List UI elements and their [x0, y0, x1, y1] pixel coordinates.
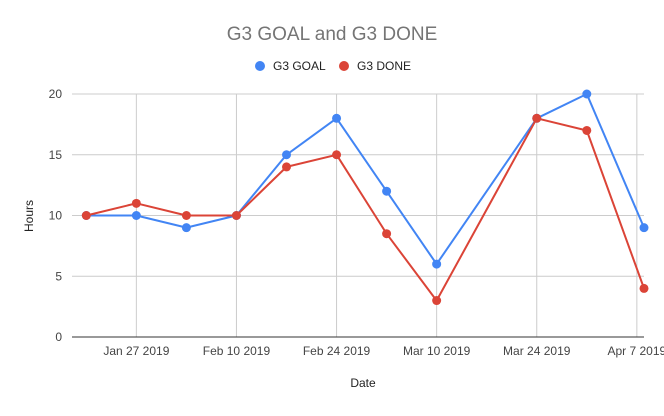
y-axis-title: Hours: [22, 200, 36, 232]
data-point-g3-goal[interactable]: [639, 223, 649, 233]
data-point-g3-done[interactable]: [532, 113, 542, 123]
y-tick-label: 0: [55, 330, 62, 344]
data-point-g3-done[interactable]: [382, 229, 392, 239]
data-point-g3-done[interactable]: [81, 211, 91, 220]
x-tick-label: Mar 24 2019: [503, 344, 571, 358]
legend-swatch-done: [339, 61, 349, 71]
data-point-g3-done[interactable]: [131, 198, 141, 208]
series-line-g3-done: [86, 117, 645, 302]
data-point-g3-goal[interactable]: [382, 186, 392, 196]
data-point-g3-done[interactable]: [181, 211, 191, 220]
series-line-g3-goal: [86, 93, 645, 266]
data-point-g3-done[interactable]: [231, 211, 241, 220]
legend-item-goal[interactable]: G3 GOAL: [255, 59, 326, 73]
data-point-g3-goal[interactable]: [582, 89, 592, 99]
x-axis-tick-labels: Jan 27 2019 Feb 10 2019 Feb 24 2019 Mar 10 …: [103, 344, 664, 358]
x-tick-label: Feb 10 2019: [203, 344, 271, 358]
data-point-g3-done[interactable]: [332, 150, 342, 160]
data-point-g3-goal[interactable]: [131, 211, 141, 220]
x-tick-label: Feb 24 2019: [303, 344, 371, 358]
legend-item-done[interactable]: G3 DONE: [339, 59, 411, 73]
y-tick-label: 10: [49, 209, 63, 223]
x-tick-label: Jan 27 2019: [103, 344, 169, 358]
y-tick-label: 5: [55, 269, 62, 283]
series-layer: [81, 89, 649, 306]
data-point-g3-done[interactable]: [282, 162, 291, 172]
data-point-g3-goal[interactable]: [432, 259, 442, 269]
horizontal-gridlines: [72, 93, 644, 277]
y-axis-tick-labels: 0 5 10 15 20: [49, 87, 63, 344]
legend: G3 GOAL G3 DONE: [255, 59, 411, 73]
data-point-g3-done[interactable]: [582, 125, 592, 135]
legend-label-done: G3 DONE: [357, 59, 411, 73]
data-point-g3-done[interactable]: [432, 296, 442, 306]
x-tick-label: Mar 10 2019: [403, 344, 471, 358]
x-tick-label: Apr 7 2019: [607, 344, 664, 358]
legend-swatch-goal: [255, 61, 265, 71]
series-g3-goal: [81, 89, 649, 269]
x-axis-title: Date: [350, 376, 376, 390]
chart-title: G3 GOAL and G3 DONE: [227, 24, 438, 45]
data-point-g3-done[interactable]: [639, 283, 649, 293]
y-tick-label: 15: [49, 148, 63, 162]
data-point-g3-goal[interactable]: [332, 113, 342, 123]
y-tick-label: 20: [49, 87, 63, 101]
series-g3-done: [81, 113, 649, 306]
legend-label-goal: G3 GOAL: [273, 59, 326, 73]
data-point-g3-goal[interactable]: [282, 150, 291, 160]
data-point-g3-goal[interactable]: [181, 223, 191, 233]
